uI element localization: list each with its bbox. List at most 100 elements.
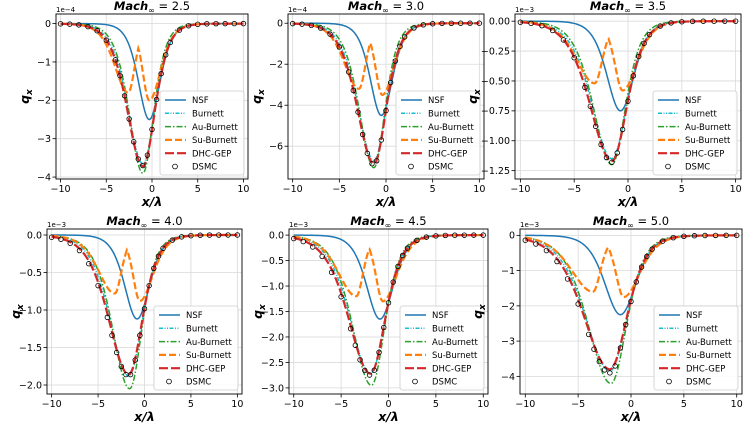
dsmc-marker: [373, 158, 380, 164]
y-tick-label: −3.0: [261, 383, 284, 394]
dsmc-marker: [549, 27, 556, 34]
dsmc-marker: [67, 240, 73, 246]
dsmc-marker: [668, 20, 674, 26]
y-exponent-label: 1e−3: [515, 6, 534, 14]
dsmc-marker: [603, 154, 610, 161]
y-tick-label: −2.0: [19, 380, 42, 391]
dsmc-marker: [176, 27, 183, 33]
legend-label: DHC-GEP: [685, 149, 724, 159]
x-tick-label: 5: [195, 184, 201, 195]
legend-label: Su-Burnett: [428, 136, 474, 146]
subplot-title: Mach∞ = 4.5: [350, 214, 426, 230]
subplot-5: −10 −5 0 5 10 0.0 −0.5 −1.0 −1.5 −2.0 −2.5 −3.0 1e−3…: [250, 214, 489, 423]
dsmc-marker: [153, 96, 160, 103]
dsmc-marker: [442, 232, 449, 239]
legend-label: Burnett: [432, 325, 465, 335]
x-tick-label: 0: [385, 399, 391, 410]
series-line-su-burnett: [525, 234, 737, 299]
x-tick-label: 0: [141, 399, 147, 410]
y-tick-label: −2: [501, 301, 515, 312]
dsmc-marker: [614, 150, 620, 156]
dsmc-marker: [113, 349, 120, 356]
x-tick-label: −10: [283, 184, 303, 195]
dsmc-marker: [560, 37, 567, 43]
x-axis-label: x/λ: [620, 409, 642, 423]
dsmc-marker: [649, 246, 655, 252]
dsmc-marker: [132, 357, 138, 363]
y-tick-label: −1: [501, 266, 515, 277]
dsmc-marker: [103, 37, 109, 43]
legend-label: Burnett: [428, 110, 461, 120]
dsmc-marker: [633, 279, 639, 285]
subplot-title: Mach∞ = 2.5: [114, 0, 190, 15]
y-tick-label: −0.25: [481, 46, 510, 57]
dsmc-marker: [390, 279, 396, 285]
legend-label: NSF: [432, 311, 449, 321]
x-tick-label: 0: [625, 184, 631, 195]
y-tick-label: −1.00: [481, 136, 510, 147]
dsmc-marker: [141, 305, 148, 312]
dsmc-marker: [420, 22, 427, 28]
dsmc-marker: [461, 232, 468, 238]
legend-label: Su-Burnett: [686, 351, 732, 361]
dsmc-marker: [722, 18, 728, 24]
dsmc-marker: [575, 301, 581, 307]
dsmc-marker: [240, 20, 247, 27]
series-line-su-burnett: [51, 233, 238, 303]
legend-marker-dsmc: [665, 163, 671, 170]
x-tick-label: −5: [332, 184, 346, 195]
dsmc-marker: [158, 70, 164, 77]
y-axis-label: qx: [17, 88, 35, 104]
legend-label: Burnett: [192, 110, 225, 120]
dsmc-marker: [623, 321, 629, 328]
series-line-dhc-gep: [520, 20, 736, 163]
dsmc-marker: [732, 18, 739, 24]
legend-label: DSMC: [685, 163, 710, 173]
x-tick-label: −5: [567, 184, 581, 195]
dsmc-marker: [131, 139, 137, 145]
series-line-su-burnett: [293, 234, 484, 303]
dsmc-marker: [433, 233, 439, 239]
subplot-title: Mach∞ = 4.0: [106, 214, 182, 230]
dsmc-marker: [517, 19, 524, 25]
dsmc-marker: [121, 93, 128, 99]
x-axis-label: x/λ: [375, 194, 397, 209]
dsmc-marker: [371, 367, 377, 373]
dsmc-marker: [216, 232, 222, 238]
dsmc-marker: [76, 22, 82, 28]
dsmc-marker: [383, 107, 389, 114]
y-tick-label: −3: [501, 337, 515, 348]
y-tick-label: −1.5: [19, 343, 42, 354]
dsmc-marker: [452, 232, 458, 238]
dsmc-marker: [137, 332, 143, 339]
legend-label: Su-Burnett: [192, 136, 238, 146]
dsmc-marker: [231, 20, 237, 27]
legend-label: Su-Burnett: [685, 136, 731, 146]
x-tick-label: 10: [237, 184, 249, 195]
dsmc-marker: [185, 23, 192, 29]
dsmc-marker: [359, 131, 366, 138]
dsmc-marker: [222, 20, 228, 27]
dsmc-marker: [178, 234, 185, 240]
dsmc-marker: [582, 84, 588, 91]
y-tick-label: 0: [45, 19, 51, 30]
x-tick-label: −10: [51, 184, 71, 195]
dsmc-marker: [151, 265, 157, 271]
x-tick-label: −5: [334, 399, 348, 410]
y-exponent-label: 1e−3: [520, 221, 539, 229]
dsmc-marker: [362, 367, 368, 374]
y-tick-label: −1.25: [481, 166, 510, 177]
y-tick-label: −3: [37, 134, 51, 145]
subplot-6: −10 −5 0 5 10 0 −1 −2 −3 −4 1e−3 Mach∞ = 5.0 x/λ qx NS…: [470, 214, 743, 423]
dsmc-marker: [188, 232, 194, 239]
dsmc-marker: [609, 159, 615, 165]
x-axis-label: x/λ: [141, 194, 163, 209]
dsmc-marker: [467, 20, 473, 26]
dsmc-marker: [57, 21, 64, 27]
dsmc-marker: [586, 331, 592, 338]
subplot-2: −10 −5 0 5 10 0 −2 −4 −6 1e−4 Mach∞ = 3.0 x/λ qx NSF B…: [249, 0, 485, 209]
dsmc-marker: [86, 261, 92, 267]
dsmc-marker: [327, 31, 333, 37]
subplot-title: Mach∞ = 3.0: [348, 0, 424, 15]
